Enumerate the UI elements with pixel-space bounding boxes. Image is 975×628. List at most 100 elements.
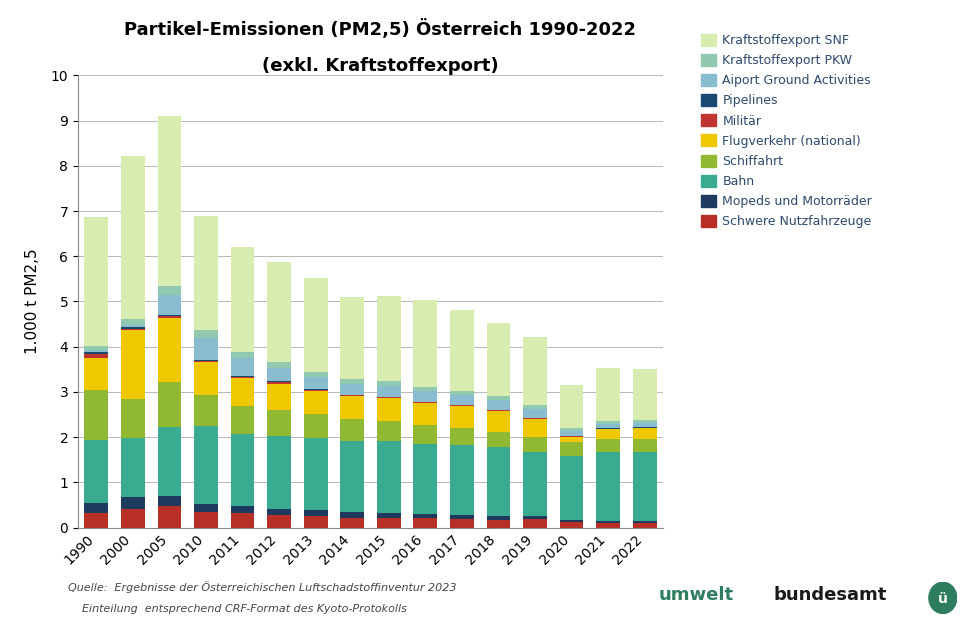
Bar <box>560 385 583 428</box>
Text: ü: ü <box>938 592 948 605</box>
Bar <box>85 346 108 350</box>
Bar <box>377 296 401 381</box>
Bar <box>597 421 620 425</box>
Bar <box>413 425 437 444</box>
Bar <box>487 400 510 410</box>
Bar <box>304 391 328 414</box>
Bar <box>487 516 510 520</box>
Bar <box>487 448 510 516</box>
Bar <box>340 379 364 384</box>
Bar <box>633 440 656 452</box>
Bar <box>413 300 437 387</box>
Bar <box>597 521 620 523</box>
Bar <box>597 368 620 421</box>
Bar <box>267 410 291 436</box>
Bar <box>158 496 181 506</box>
Bar <box>487 520 510 528</box>
Bar <box>121 318 144 325</box>
Bar <box>231 358 254 376</box>
Bar <box>85 390 108 440</box>
Bar <box>377 381 401 386</box>
Bar <box>413 444 437 514</box>
Bar <box>377 441 401 512</box>
Bar <box>158 316 181 318</box>
Bar <box>231 406 254 435</box>
Bar <box>121 156 144 318</box>
Bar <box>524 437 547 452</box>
Bar <box>267 382 291 384</box>
Bar <box>194 217 217 330</box>
Bar <box>524 519 547 528</box>
Bar <box>450 445 474 516</box>
Bar <box>85 503 108 513</box>
Bar <box>340 517 364 528</box>
Bar <box>85 513 108 528</box>
Bar <box>340 419 364 441</box>
Bar <box>340 512 364 517</box>
Text: Partikel-Emissionen (PM2,5) Österreich 1990-2022: Partikel-Emissionen (PM2,5) Österreich 1… <box>124 19 637 39</box>
Circle shape <box>928 582 957 614</box>
Bar <box>267 436 291 509</box>
Bar <box>121 330 144 399</box>
Bar <box>450 519 474 528</box>
Bar <box>377 517 401 528</box>
Bar <box>560 522 583 528</box>
Bar <box>413 519 437 528</box>
Bar <box>413 403 437 425</box>
Bar <box>121 328 144 330</box>
Bar <box>158 382 181 427</box>
Bar <box>158 318 181 382</box>
Bar <box>304 438 328 511</box>
Bar <box>377 398 401 421</box>
Bar <box>377 512 401 517</box>
Bar <box>524 452 547 516</box>
Bar <box>85 217 108 346</box>
Bar <box>597 523 620 528</box>
Bar <box>487 411 510 431</box>
Bar <box>158 116 181 286</box>
Bar <box>633 452 656 521</box>
Bar <box>633 523 656 528</box>
Bar <box>231 506 254 513</box>
Bar <box>194 330 217 338</box>
Bar <box>450 395 474 405</box>
Bar <box>450 310 474 391</box>
Bar <box>194 360 217 361</box>
Bar <box>633 369 656 420</box>
Bar <box>231 513 254 528</box>
Bar <box>194 395 217 426</box>
Bar <box>304 377 328 389</box>
Bar <box>267 362 291 368</box>
Bar <box>121 438 144 497</box>
Bar <box>304 389 328 391</box>
Text: (exkl. Kraftstoffexport): (exkl. Kraftstoffexport) <box>262 57 498 75</box>
Legend: Kraftstoffexport SNF, Kraftstoffexport PKW, Aiport Ground Activities, Pipelines,: Kraftstoffexport SNF, Kraftstoffexport P… <box>698 31 875 230</box>
Bar <box>231 435 254 506</box>
Bar <box>231 247 254 352</box>
Bar <box>524 337 547 406</box>
Bar <box>158 295 181 315</box>
Bar <box>413 514 437 519</box>
Bar <box>194 426 217 504</box>
Bar <box>340 297 364 379</box>
Text: umwelt: umwelt <box>658 586 733 604</box>
Bar <box>340 396 364 419</box>
Bar <box>231 376 254 377</box>
Bar <box>158 427 181 496</box>
Bar <box>194 338 217 360</box>
Bar <box>524 406 547 409</box>
Bar <box>121 327 144 328</box>
Bar <box>524 409 547 418</box>
Bar <box>158 315 181 316</box>
Bar <box>121 399 144 438</box>
Bar <box>267 381 291 382</box>
Bar <box>194 361 217 362</box>
Bar <box>560 436 583 442</box>
Bar <box>267 515 291 528</box>
Bar <box>231 352 254 358</box>
Bar <box>85 354 108 357</box>
Bar <box>85 350 108 352</box>
Bar <box>450 406 474 428</box>
Bar <box>158 506 181 528</box>
Bar <box>524 419 547 437</box>
